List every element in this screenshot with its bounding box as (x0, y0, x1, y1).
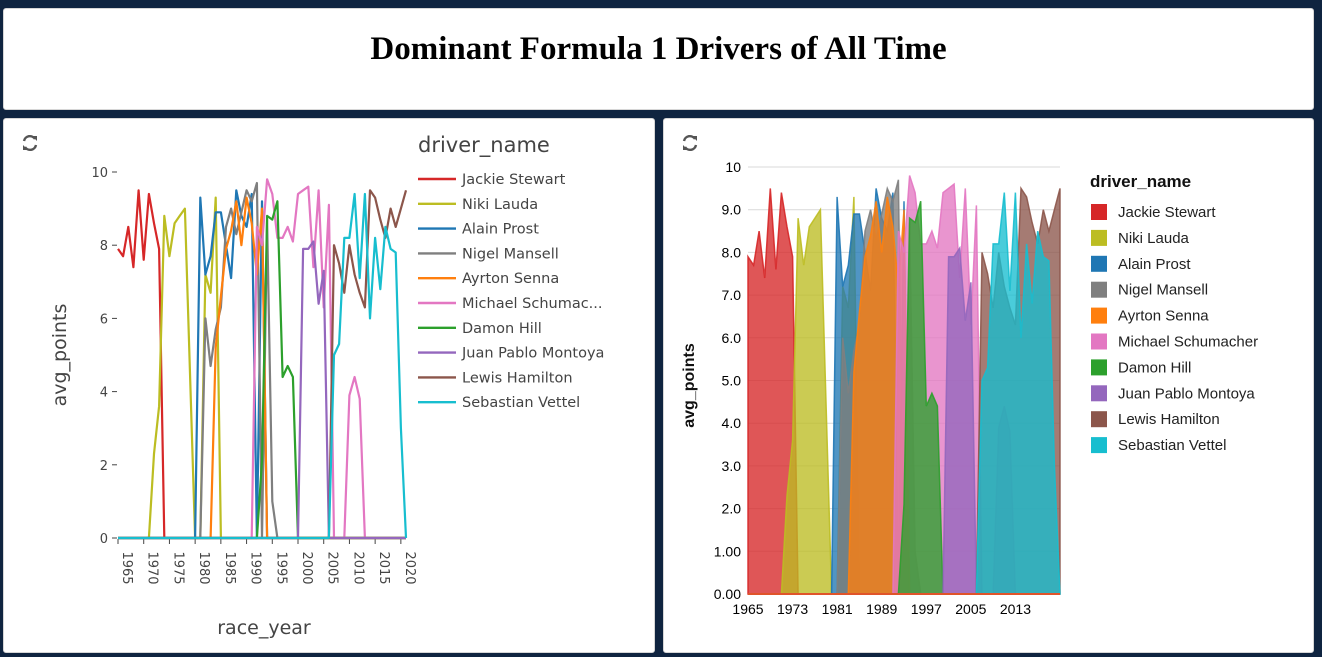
y-tick-label: 8 (100, 239, 108, 254)
x-tick-label: 2010 (350, 551, 365, 584)
x-tick-label: 1989 (866, 601, 897, 617)
right-area-chart: 0.00 1.00 2.0 3.0 4.0 5.0 6.0 7.0 8.0 9.0 10 1965 19… (681, 159, 1258, 617)
x-axis-label: race_year (217, 617, 311, 639)
legend-item-sebastian-vettel[interactable]: Sebastian Vettel (462, 395, 580, 411)
legend-item-alain-prost[interactable]: Alain Prost (462, 222, 539, 238)
legend-item-niki-lauda[interactable]: Niki Lauda (1118, 230, 1190, 247)
x-tick-label: 1980 (196, 551, 211, 584)
x-tick-label: 1985 (222, 551, 237, 584)
legend-item-damon-hill[interactable]: Damon Hill (1118, 359, 1191, 376)
legend-item-ayrton-senna[interactable]: Ayrton Senna (462, 271, 559, 287)
legend-item-michael-schumacher[interactable]: Michael Schumacher (1118, 334, 1258, 351)
legend-swatch-nigel-mansell (1091, 281, 1107, 298)
y-tick-label: 9.0 (722, 202, 742, 218)
legend-item-nigel-mansell[interactable]: Nigel Mansell (462, 246, 559, 262)
y-tick-label: 0.00 (714, 586, 741, 602)
y-tick-label: 3.0 (722, 458, 742, 474)
legend-item-lewis-hamilton[interactable]: Lewis Hamilton (462, 370, 573, 386)
legend-item-juan-pablo-montoya[interactable]: Juan Pablo Montoya (1118, 385, 1255, 402)
x-tick-label: 1981 (822, 601, 853, 617)
legend-item-ayrton-senna[interactable]: Ayrton Senna (1118, 308, 1209, 325)
x-tick-label: 1990 (248, 551, 263, 584)
x-tick-label: 2000 (299, 551, 314, 584)
legend-item-jackie-stewart[interactable]: Jackie Stewart (1118, 204, 1216, 221)
y-tick-label: 10 (91, 166, 108, 181)
refresh-icon[interactable] (20, 133, 40, 153)
legend-item-sebastian-vettel[interactable]: Sebastian Vettel (1118, 437, 1226, 454)
y-tick-label: 5.0 (722, 373, 742, 389)
y-axis-label: avg_points (49, 304, 71, 407)
series-line-sebastian-vettel[interactable] (118, 192, 408, 540)
legend-swatch-juan-pablo-montoya (1091, 385, 1107, 402)
x-tick-label: 2005 (325, 551, 340, 584)
legend-swatch-sebastian-vettel (1091, 437, 1107, 454)
page-title: Dominant Formula 1 Drivers of All Time (370, 31, 947, 67)
legend-swatch-damon-hill (1091, 359, 1107, 376)
x-tick-label: 1995 (273, 551, 288, 584)
legend-swatch-alain-prost (1091, 255, 1107, 272)
x-tick-label: 1997 (911, 601, 942, 617)
x-tick-label: 2020 (402, 551, 417, 584)
legend-swatch-jackie-stewart (1091, 204, 1107, 220)
legend-item-niki-lauda[interactable]: Niki Lauda (462, 197, 538, 213)
x-tick-label: 2015 (376, 551, 391, 584)
y-tick-label: 4 (100, 386, 108, 401)
y-tick-label: 7.0 (722, 287, 742, 303)
legend-title: driver_name (1090, 172, 1191, 191)
title-panel: Dominant Formula 1 Drivers of All Time (3, 8, 1314, 110)
y-tick-label: 2.0 (722, 501, 742, 517)
legend-swatch-lewis-hamilton (1091, 411, 1107, 428)
legend-item-jackie-stewart[interactable]: Jackie Stewart (461, 172, 566, 188)
x-tick-label: 1970 (145, 551, 160, 584)
y-tick-label: 4.0 (722, 415, 742, 431)
y-tick-label: 6 (100, 312, 108, 327)
x-tick-label: 1965 (119, 551, 134, 584)
y-axis-label: avg_points (681, 343, 698, 428)
y-tick-label: 8.0 (722, 244, 742, 260)
y-tick-label: 2 (100, 459, 108, 474)
legend-item-lewis-hamilton[interactable]: Lewis Hamilton (1118, 411, 1220, 428)
x-tick-label: 1973 (777, 601, 808, 617)
legend-item-damon-hill[interactable]: Damon Hill (462, 321, 542, 337)
legend-item-alain-prost[interactable]: Alain Prost (1118, 256, 1191, 273)
left-chart-panel: 0 2 4 6 8 10 1965 1970 1975 1980 1985 1990 1995 2000 2… (3, 118, 655, 653)
y-tick-label: 0 (100, 532, 108, 547)
y-tick-label: 10 (725, 159, 741, 175)
legend-swatch-michael-schumacher (1091, 333, 1107, 350)
y-tick-label: 6.0 (722, 330, 742, 346)
x-tick-label: 1965 (732, 601, 763, 617)
x-tick-label: 1975 (170, 551, 185, 584)
left-line-chart: 0 2 4 6 8 10 1965 1970 1975 1980 1985 1990 1995 2000 2… (49, 133, 604, 639)
legend-swatch-niki-lauda (1091, 229, 1107, 246)
x-tick-label: 2005 (955, 601, 986, 617)
y-tick-label: 1.00 (714, 543, 741, 559)
right-chart-panel: 0.00 1.00 2.0 3.0 4.0 5.0 6.0 7.0 8.0 9.0 10 1965 19… (663, 118, 1314, 653)
legend-item-michael-schumacher[interactable]: Michael Schumac... (462, 296, 603, 312)
legend-item-juan-pablo-montoya[interactable]: Juan Pablo Montoya (461, 346, 604, 362)
x-tick-label: 2013 (1000, 601, 1031, 617)
legend-title: driver_name (418, 133, 550, 158)
legend-item-nigel-mansell[interactable]: Nigel Mansell (1118, 282, 1208, 299)
legend-swatch-ayrton-senna (1091, 307, 1107, 324)
refresh-icon[interactable] (680, 133, 700, 153)
